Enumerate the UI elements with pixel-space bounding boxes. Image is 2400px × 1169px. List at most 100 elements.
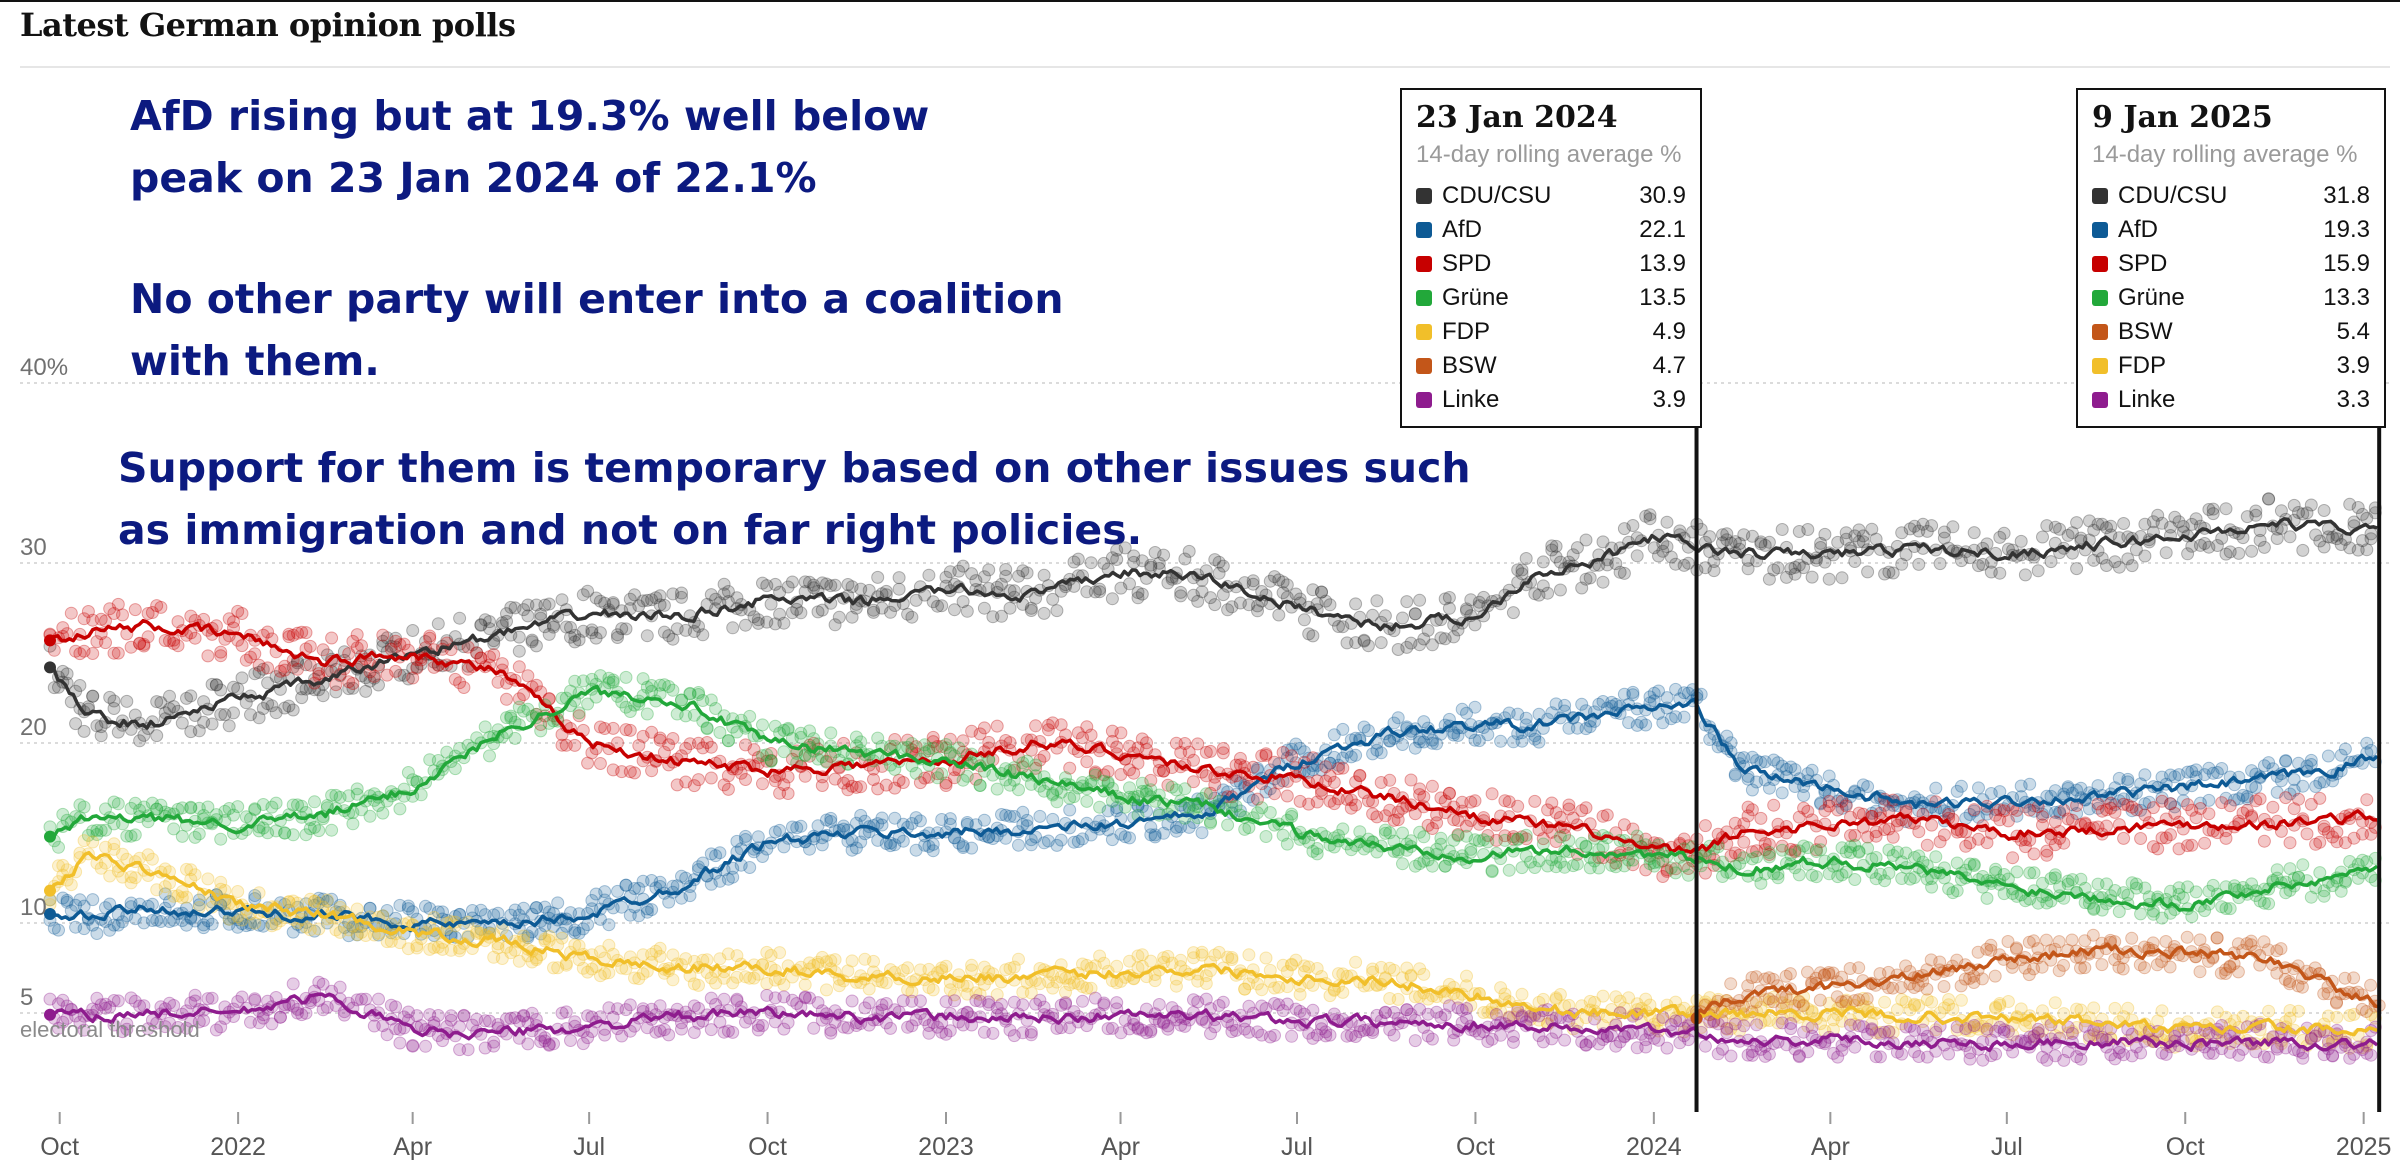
poll-dot [1737, 1019, 1751, 1033]
poll-dot [559, 620, 573, 634]
poll-dot [252, 665, 266, 679]
poll-dot [325, 823, 339, 837]
poll-dot [1071, 552, 1085, 566]
poll-dot [227, 706, 240, 720]
poll-dot [359, 671, 373, 685]
poll-dot [1178, 552, 1192, 566]
poll-dot [312, 663, 326, 676]
poll-dot [86, 835, 100, 849]
poll-dot [1315, 585, 1328, 599]
poll-dot [960, 769, 974, 783]
poll-dot [1221, 818, 1235, 832]
poll-dot [2253, 792, 2267, 806]
poll-dot [359, 684, 373, 698]
poll-dot [1886, 830, 1900, 844]
poll-dot [1972, 781, 1985, 795]
poll-dot [1012, 838, 1025, 852]
poll-dot [154, 600, 168, 614]
poll-dot [581, 584, 595, 598]
poll-dot [1208, 598, 1222, 612]
poll-dot [2279, 754, 2293, 768]
poll-dot [2010, 865, 2024, 879]
poll-dot [231, 800, 245, 814]
poll-dot [320, 893, 334, 907]
poll-dot [585, 626, 599, 640]
poll-dot [1472, 595, 1486, 609]
poll-dot [521, 609, 535, 623]
poll-dot [1434, 631, 1448, 645]
poll-dot [593, 626, 607, 640]
poll-dot [231, 885, 245, 898]
poll-dot [1361, 724, 1375, 738]
poll-dot [214, 708, 228, 721]
poll-dot [1097, 996, 1111, 1010]
poll-dot [1762, 535, 1776, 549]
poll-dot [1272, 573, 1286, 587]
poll-dot [363, 809, 377, 823]
poll-dot [1110, 553, 1124, 566]
poll-dot [1195, 945, 1209, 959]
poll-dot [99, 636, 112, 650]
poll-dot [295, 691, 309, 705]
poll-dot [1519, 552, 1533, 565]
poll-dot [948, 994, 961, 1008]
poll-dot [393, 802, 407, 816]
poll-dot [1144, 560, 1158, 574]
poll-dot [2036, 530, 2049, 544]
poll-dot [1758, 538, 1772, 552]
poll-dot [832, 610, 846, 624]
poll-dot [1391, 992, 1405, 1006]
poll-dot [1148, 546, 1162, 559]
poll-dot [939, 959, 953, 973]
poll-dot [602, 966, 616, 980]
poll-dot [86, 689, 100, 703]
poll-dot [1728, 535, 1742, 549]
poll-dot [589, 631, 603, 645]
poll-dot [192, 724, 206, 738]
poll-dot [1417, 830, 1431, 844]
poll-dot [1067, 555, 1081, 569]
poll-dot [986, 610, 1000, 624]
poll-dot [355, 639, 368, 653]
poll-dot [2006, 851, 2020, 865]
poll-dot [628, 588, 641, 602]
poll-dot [1208, 1020, 1222, 1034]
poll-dot [197, 715, 211, 729]
poll-dot [1361, 639, 1375, 653]
poll-dot [1681, 868, 1695, 882]
poll-dot [1600, 558, 1614, 572]
poll-dot [1425, 1032, 1439, 1046]
poll-dot [2206, 507, 2220, 521]
poll-dot [1442, 787, 1456, 800]
poll-dot [1506, 1029, 1520, 1043]
poll-dot [726, 621, 740, 635]
poll-dot [798, 769, 812, 783]
poll-dot [1481, 835, 1495, 849]
poll-dot [128, 603, 142, 617]
poll-dot [457, 681, 471, 694]
poll-dot [2313, 866, 2327, 880]
poll-dot [1374, 746, 1388, 760]
poll-dot [376, 806, 390, 820]
poll-dot [1332, 620, 1345, 633]
poll-dot [107, 694, 121, 708]
poll-dot [1583, 571, 1597, 585]
poll-dot [1195, 585, 1209, 599]
poll-dot [180, 691, 193, 705]
poll-dot [1839, 532, 1853, 546]
poll-dot [1839, 799, 1853, 813]
poll-dot [2117, 517, 2131, 530]
poll-dot [209, 678, 223, 692]
poll-dot [337, 645, 351, 659]
poll-dot [248, 992, 262, 1006]
poll-dot [990, 580, 1004, 594]
poll-dot [1199, 787, 1213, 801]
poll-dot [2249, 508, 2263, 522]
poll-dot [1592, 861, 1606, 875]
poll-dot [1438, 632, 1452, 646]
poll-dot [602, 918, 616, 932]
poll-dot [2296, 858, 2310, 872]
poll-dot [1856, 535, 1870, 549]
poll-dot [1549, 550, 1563, 564]
poll-dot [453, 611, 467, 625]
